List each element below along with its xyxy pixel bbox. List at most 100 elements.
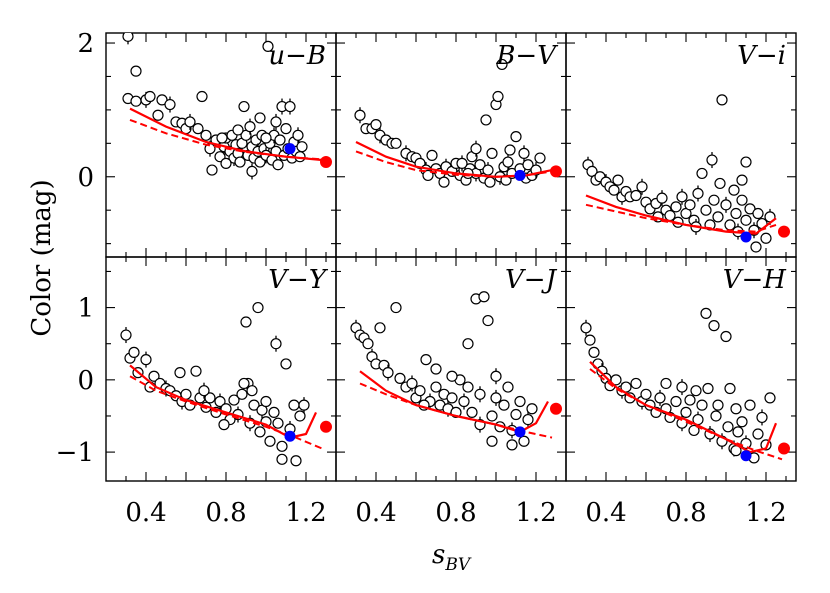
data-point: [190, 365, 202, 377]
data-point: [684, 394, 696, 406]
x-tick-label: 1.2: [285, 498, 326, 528]
y-tick-label: 1: [77, 294, 94, 324]
data-point: [268, 406, 280, 418]
data-point: [216, 132, 228, 144]
fit-dashed-line: [129, 375, 323, 450]
data-point: [656, 192, 668, 204]
data-point: [128, 346, 140, 358]
data-point: [280, 123, 292, 135]
data-point: [446, 370, 458, 382]
y-tick-label: 0: [77, 163, 94, 193]
data-point: [740, 156, 752, 168]
blue-point: [284, 430, 296, 442]
data-point: [272, 159, 284, 171]
data-point: [246, 385, 258, 397]
data-point: [438, 176, 450, 188]
data-point: [260, 395, 272, 408]
data-point: [288, 399, 300, 411]
data-point: [526, 403, 538, 415]
blue-point: [514, 426, 526, 438]
data-point: [764, 392, 776, 404]
data-point: [630, 377, 642, 390]
data-point: [514, 395, 526, 408]
x-tick-labels: 0.4 0.8 1.2 0.4 0.8 1.2 0.4 0.8 1.2: [125, 498, 786, 528]
data-point: [584, 334, 596, 346]
data-point: [254, 426, 266, 438]
data-point: [760, 232, 772, 244]
data-point: [270, 116, 282, 128]
data-point: [446, 392, 458, 404]
red-point: [320, 156, 332, 169]
data-point: [736, 416, 748, 428]
data-point: [164, 98, 176, 111]
data-point: [670, 201, 682, 213]
data-point: [206, 164, 218, 176]
x-tick-label: 0.8: [205, 498, 246, 528]
data-point: [120, 329, 132, 341]
data-point: [510, 408, 522, 421]
data-point: [750, 241, 762, 253]
fit-dashed-line: [355, 150, 553, 178]
data-point: [430, 363, 442, 375]
x-tick-label: 0.4: [355, 498, 396, 528]
panel-label: V−H: [723, 265, 788, 295]
data-point: [722, 421, 734, 433]
data-point: [246, 165, 258, 178]
data-point: [430, 381, 442, 393]
data-point: [276, 440, 288, 452]
data-point: [534, 152, 546, 164]
data-point: [196, 90, 208, 103]
data-point: [422, 169, 434, 182]
data-point: [238, 100, 250, 113]
data-point: [280, 358, 292, 370]
data-point: [284, 100, 296, 113]
data-point: [370, 119, 382, 131]
x-tick-label: 0.8: [435, 498, 476, 528]
data-point: [654, 392, 666, 404]
data-point: [702, 382, 714, 395]
data-point: [174, 367, 186, 379]
y-tick-label: 0: [77, 366, 94, 396]
data-point: [676, 191, 688, 203]
data-point: [712, 399, 724, 411]
data-point: [482, 164, 494, 176]
data-point: [382, 367, 394, 379]
data-point: [752, 428, 764, 440]
data-point: [484, 176, 496, 188]
data-point: [522, 159, 534, 171]
panels: u−B B−V V−i V−Y V−J V−H: [105, 32, 797, 482]
data-point: [688, 424, 700, 437]
data-point: [640, 388, 652, 400]
data-point: [474, 388, 486, 400]
panel-data: [354, 58, 562, 188]
data-point: [480, 114, 492, 126]
data-point: [730, 403, 742, 415]
y-tick-labels: 0 2 −1 0 1: [56, 29, 94, 468]
data-point: [130, 65, 142, 77]
red-point: [778, 442, 790, 455]
data-point: [270, 338, 282, 350]
data-point: [706, 154, 718, 166]
data-point: [414, 385, 426, 397]
data-point: [504, 144, 516, 156]
data-point: [232, 124, 244, 136]
data-point: [296, 141, 308, 153]
data-point: [502, 156, 514, 168]
red-point: [320, 420, 332, 433]
data-point: [144, 90, 156, 103]
data-point: [630, 189, 642, 202]
data-point: [696, 399, 708, 411]
data-point: [462, 338, 474, 350]
data-point: [200, 129, 212, 141]
data-point: [390, 301, 402, 314]
y-tick-label: −1: [56, 438, 94, 468]
panel-data: [580, 307, 790, 464]
red-point: [778, 225, 790, 238]
data-point: [670, 395, 682, 408]
panel-4: V−J: [335, 256, 567, 482]
data-point: [122, 33, 134, 42]
panel-0: u−B: [105, 32, 337, 258]
x-axis-label: sBV: [432, 540, 472, 575]
data-point: [274, 134, 286, 146]
